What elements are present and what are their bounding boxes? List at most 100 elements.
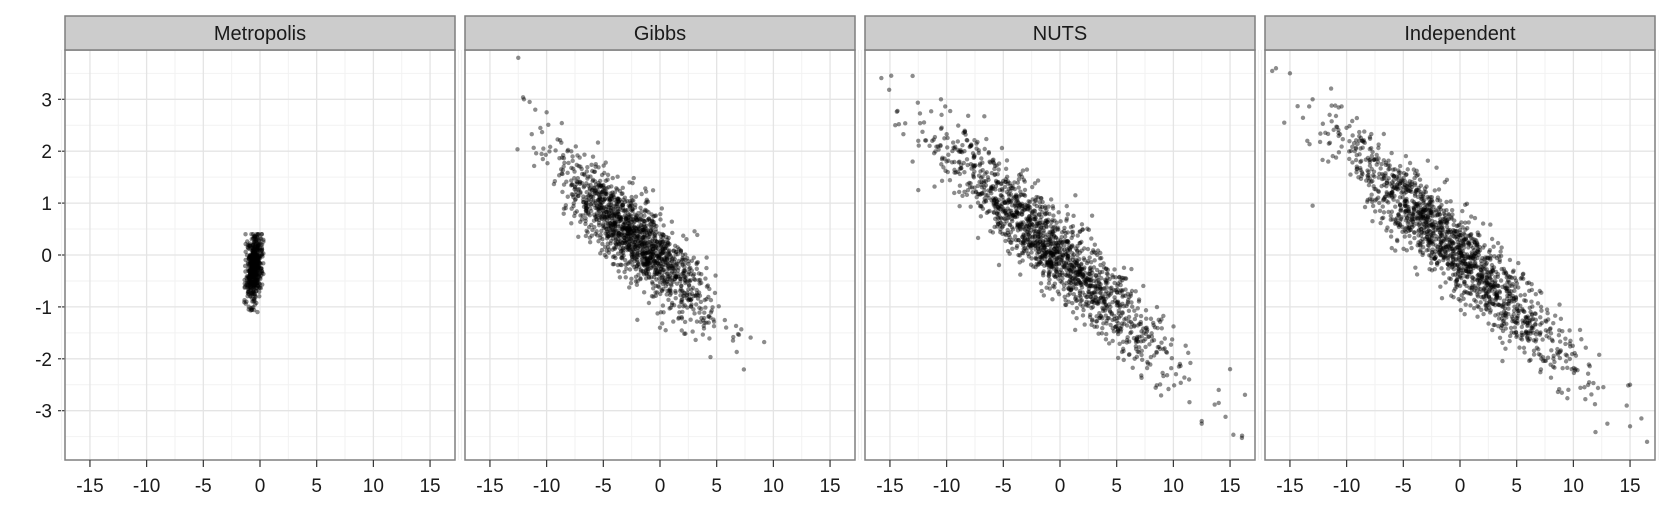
data-point <box>1579 337 1584 342</box>
data-point <box>686 282 692 288</box>
data-point <box>249 264 255 269</box>
data-point <box>254 273 259 279</box>
data-point <box>246 256 251 261</box>
data-point <box>1336 127 1341 133</box>
data-point <box>629 194 634 200</box>
data-point <box>248 260 253 265</box>
data-point <box>1403 198 1408 203</box>
data-point <box>965 113 971 118</box>
data-point <box>1450 212 1455 217</box>
data-point <box>629 219 634 225</box>
data-point <box>735 331 741 337</box>
data-point <box>1065 238 1071 244</box>
data-point <box>1419 196 1425 201</box>
data-point <box>636 238 641 243</box>
data-point <box>1105 267 1111 273</box>
data-point <box>250 252 256 257</box>
data-point <box>723 325 729 330</box>
data-point <box>252 267 258 272</box>
data-point <box>256 246 261 251</box>
data-point <box>257 256 262 261</box>
data-point <box>246 269 251 274</box>
data-point <box>1394 237 1400 243</box>
data-point <box>248 271 253 277</box>
data-point <box>595 233 600 238</box>
data-point <box>561 211 566 216</box>
data-point <box>632 228 637 234</box>
data-point <box>1128 330 1133 336</box>
data-point <box>256 258 261 263</box>
data-point <box>692 229 697 234</box>
data-point <box>938 142 943 148</box>
data-point <box>251 260 256 266</box>
data-point <box>1521 321 1526 326</box>
x-tick-label: -15 <box>476 476 503 497</box>
data-point <box>595 140 601 145</box>
data-point <box>1020 168 1026 173</box>
data-point <box>250 253 255 258</box>
data-point <box>244 280 250 286</box>
data-point <box>1075 243 1080 249</box>
data-point <box>1109 285 1114 290</box>
data-point <box>606 234 611 239</box>
data-point <box>252 282 257 288</box>
data-point <box>257 294 262 299</box>
data-point <box>1486 249 1492 255</box>
data-point <box>646 274 652 280</box>
data-point <box>256 256 262 261</box>
data-point <box>254 276 259 282</box>
data-point <box>251 281 257 287</box>
data-point <box>254 281 259 286</box>
data-point <box>252 276 258 281</box>
data-point <box>1006 232 1012 238</box>
grid <box>61 50 459 460</box>
data-point <box>249 265 255 270</box>
data-point <box>970 190 976 195</box>
data-point <box>255 254 260 260</box>
data-point <box>684 236 689 242</box>
data-point <box>648 255 653 261</box>
data-point <box>711 317 716 322</box>
data-point <box>688 265 693 271</box>
data-point <box>590 178 595 184</box>
data-point <box>251 257 257 263</box>
data-point <box>915 100 921 105</box>
data-point <box>615 174 620 179</box>
data-point <box>587 192 592 198</box>
data-point <box>259 270 265 276</box>
data-point <box>645 260 650 265</box>
data-point <box>970 151 976 156</box>
data-point <box>652 260 658 266</box>
data-point <box>584 189 589 195</box>
data-point <box>1389 245 1394 251</box>
data-point <box>252 302 258 307</box>
data-point <box>250 255 255 261</box>
data-point <box>623 262 628 267</box>
data-point <box>679 300 685 305</box>
data-point <box>686 287 691 292</box>
data-point <box>250 257 255 263</box>
data-point <box>609 216 615 221</box>
data-point <box>248 287 253 293</box>
data-point <box>560 167 566 173</box>
x-tick-label: -10 <box>133 476 160 497</box>
data-point <box>730 338 736 343</box>
data-point <box>957 203 962 209</box>
data-point <box>251 242 256 247</box>
data-point <box>571 203 576 209</box>
data-point <box>250 270 256 276</box>
data-point <box>1029 250 1034 255</box>
data-point <box>248 282 253 287</box>
data-point <box>1047 211 1052 217</box>
y-tick-label: -1 <box>35 298 52 319</box>
data-point <box>690 329 695 334</box>
data-point <box>1535 301 1541 306</box>
data-point <box>643 186 648 191</box>
data-point <box>616 241 621 246</box>
data-point <box>616 211 621 217</box>
data-point <box>251 283 256 288</box>
data-point <box>968 204 973 209</box>
data-point <box>1079 248 1084 253</box>
data-point <box>606 202 611 208</box>
data-point <box>247 253 253 259</box>
